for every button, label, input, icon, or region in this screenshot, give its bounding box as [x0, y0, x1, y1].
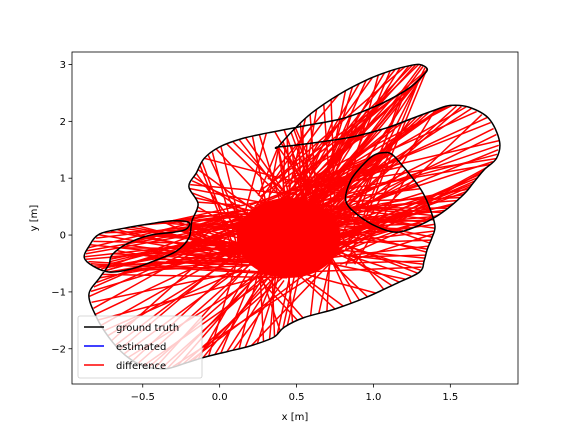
difference-segment: [277, 146, 317, 200]
difference-segment: [100, 215, 246, 270]
difference-segment: [333, 75, 379, 239]
difference-segment: [97, 273, 271, 321]
difference-segment: [204, 157, 314, 188]
difference-segment: [350, 89, 408, 223]
difference-segment: [232, 279, 285, 351]
difference-segment: [323, 67, 401, 190]
y-tick-label: −2: [51, 344, 66, 355]
difference-segment: [294, 127, 324, 192]
difference-segment: [327, 90, 347, 179]
difference-segment: [329, 207, 419, 227]
plot-frame: [71, 51, 519, 385]
difference-segment: [363, 78, 421, 216]
legend-label-estimated: estimated: [116, 342, 166, 353]
difference-segment: [309, 267, 317, 316]
difference-segment: [192, 192, 257, 218]
y-axis: −2 −1 0 1 2 3: [51, 60, 72, 355]
y-axis-label: y [m]: [29, 205, 40, 232]
difference-segment: [303, 69, 396, 184]
difference-segment: [330, 99, 336, 204]
difference-segment: [101, 273, 288, 279]
legend-label-difference: difference: [116, 361, 166, 372]
x-tick-label: 1.0: [365, 392, 381, 403]
x-tick-label: 1.5: [442, 392, 458, 403]
difference-segment: [345, 68, 428, 266]
legend: ground truth estimated difference: [77, 315, 203, 379]
difference-segment: [334, 180, 415, 220]
difference-segment: [322, 75, 423, 226]
difference-segment: [362, 218, 431, 244]
difference-lines: [84, 64, 500, 369]
difference-segment: [85, 247, 215, 261]
difference-segment: [251, 136, 269, 212]
difference-segment: [297, 65, 410, 206]
y-tick-label: 1: [60, 174, 66, 185]
difference-segment: [192, 219, 226, 222]
difference-segment: [250, 262, 332, 347]
legend-label-ground-truth: ground truth: [116, 323, 179, 334]
difference-segment: [334, 70, 391, 205]
difference-segment: [314, 104, 452, 178]
legend-box: [77, 315, 203, 379]
difference-segment: [85, 224, 246, 255]
difference-segment: [190, 224, 236, 264]
difference-segment: [99, 251, 245, 279]
difference-segment: [306, 203, 434, 221]
difference-segment: [257, 146, 279, 196]
x-tick-label: 0.0: [212, 392, 228, 403]
difference-segment: [305, 277, 344, 307]
y-tick-label: −1: [51, 287, 66, 298]
difference-segment: [302, 202, 432, 217]
y-tick-label: 3: [60, 60, 66, 71]
difference-segment: [93, 240, 263, 245]
y-tick-label: 0: [60, 231, 66, 242]
x-axis: −0.5 0.0 0.5 1.0 1.5: [131, 384, 458, 403]
difference-segment: [115, 265, 248, 272]
y-tick-label: 2: [60, 117, 66, 128]
difference-segment: [211, 152, 244, 267]
difference-segment: [157, 258, 265, 263]
difference-segment: [199, 165, 237, 257]
difference-segment: [267, 94, 339, 180]
difference-segment: [220, 275, 254, 354]
difference-segment: [260, 93, 399, 197]
difference-core: [236, 197, 341, 278]
difference-segment: [201, 161, 235, 248]
difference-segment: [329, 225, 427, 253]
difference-segment: [332, 67, 426, 253]
x-tick-label: −0.5: [131, 392, 155, 403]
difference-segment: [341, 237, 385, 290]
x-axis-label: x [m]: [282, 412, 309, 423]
difference-segment: [244, 133, 268, 213]
difference-segment: [282, 146, 286, 189]
x-tick-label: 0.5: [289, 392, 305, 403]
